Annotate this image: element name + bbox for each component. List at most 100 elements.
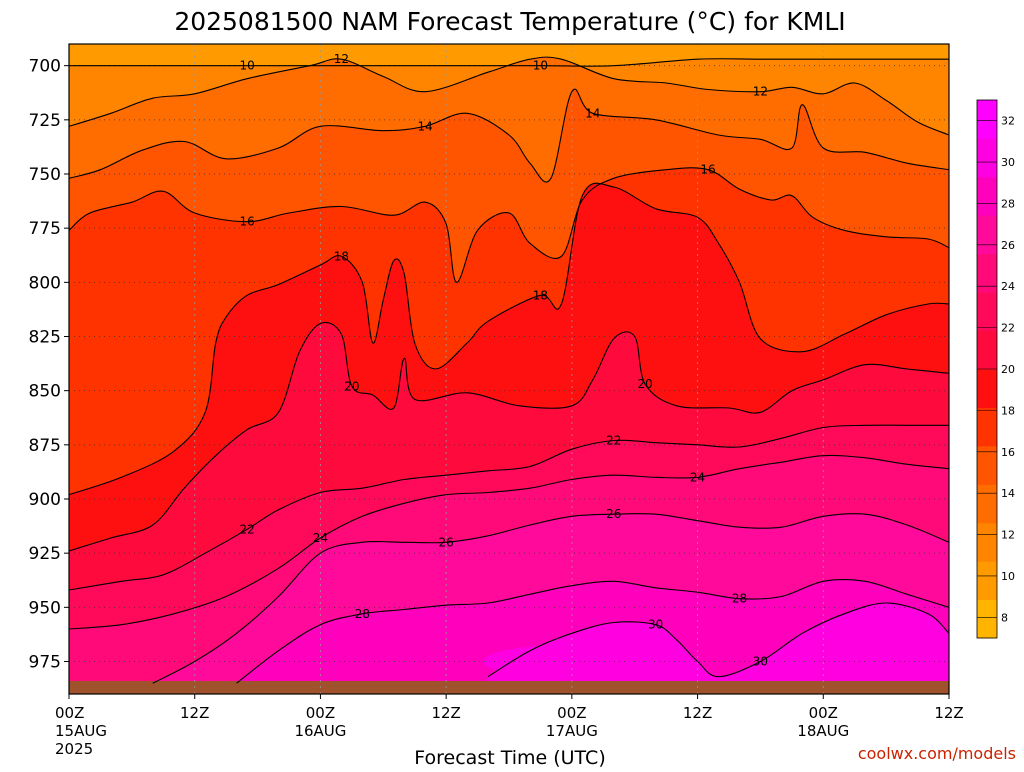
- xtick-year-0: 2025: [55, 740, 93, 758]
- ytick-label-850: 850: [29, 382, 61, 402]
- isotherm-label-20-1: 20: [638, 377, 653, 391]
- ytick-label-900: 900: [29, 490, 61, 510]
- colorbar-swatch-0: [977, 599, 997, 639]
- xtick-date-48: 17AUG: [546, 722, 598, 740]
- credit-text: coolwx.com/models: [858, 744, 1016, 763]
- ytick-label-750: 750: [29, 165, 61, 185]
- isotherm-label-26-0: 26: [439, 535, 454, 549]
- colorbar-label-10: 10: [1001, 570, 1015, 583]
- warm-core-regions: [483, 637, 939, 678]
- isotherm-label-10-0: 10: [239, 59, 254, 73]
- isotherm-12: [69, 56, 949, 136]
- isotherm-label-12-1: 12: [753, 85, 768, 99]
- chart-title: 2025081500 NAM Forecast Temperature (°C)…: [174, 7, 845, 36]
- isotherm-10: [69, 58, 949, 67]
- axes: 70072575077580082585087590092595097500Z1…: [29, 43, 964, 758]
- warm-core-1: [813, 637, 939, 665]
- colorbar-swatch-4: [977, 445, 997, 485]
- isotherm-22: [69, 424, 949, 591]
- colorbar-swatch-13: [977, 100, 997, 139]
- isotherm-contours: [69, 56, 949, 684]
- colorbar-label-32: 32: [1001, 115, 1015, 128]
- isotherm-label-22-0: 22: [239, 522, 254, 536]
- colorbar-label-26: 26: [1001, 239, 1015, 252]
- isotherm-18: [69, 182, 949, 496]
- isotherm-20: [69, 321, 949, 552]
- isotherm-label-22-1: 22: [606, 434, 621, 448]
- temperature-fill-bands: [69, 57, 949, 694]
- isotherm-16: [69, 167, 949, 283]
- isotherm-14: [69, 88, 949, 183]
- ytick-label-925: 925: [29, 544, 61, 564]
- colorbar-label-20: 20: [1001, 363, 1015, 376]
- xtick-label-60: 12Z: [683, 704, 712, 722]
- xtick-label-24: 00Z: [306, 704, 335, 722]
- colorbar-label-8: 8: [1001, 611, 1008, 624]
- xtick-date-24: 16AUG: [294, 722, 346, 740]
- isotherm-label-26-1: 26: [606, 507, 621, 521]
- colorbar-swatch-9: [977, 253, 997, 293]
- ytick-label-825: 825: [29, 328, 61, 348]
- colorbar-swatch-6: [977, 369, 997, 408]
- isotherm-24: [69, 454, 949, 630]
- isotherm-label-18-0: 18: [334, 249, 349, 263]
- ytick-label-725: 725: [29, 111, 61, 131]
- xtick-date-72: 18AUG: [797, 722, 849, 740]
- isotherm-label-28-0: 28: [355, 607, 370, 621]
- ytick-label-975: 975: [29, 653, 61, 673]
- colorbar-swatch-3: [977, 484, 997, 524]
- warm-core-0: [483, 645, 640, 678]
- isotherm-label-14-1: 14: [585, 106, 600, 120]
- xtick-label-48: 00Z: [557, 704, 586, 722]
- ytick-label-950: 950: [29, 598, 61, 618]
- grid-lines: [68, 44, 950, 694]
- ytick-label-700: 700: [29, 57, 61, 77]
- isotherm-label-24-0: 24: [313, 531, 328, 545]
- isotherm-label-30-1: 30: [753, 655, 768, 669]
- colorbar-swatch-2: [977, 522, 997, 562]
- isotherm-label-30-0: 30: [648, 618, 663, 632]
- colorbar: 8 10 12 14 16 18 20 22 24 26 28 30 32: [976, 99, 1015, 639]
- colorbar-label-24: 24: [1001, 280, 1015, 293]
- colorbar-label-30: 30: [1001, 156, 1015, 169]
- isotherm-26: [152, 513, 949, 684]
- xtick-label-84: 12Z: [934, 704, 963, 722]
- isotherm-label-10-1: 10: [533, 59, 548, 73]
- colorbar-label-12: 12: [1001, 529, 1015, 542]
- ytick-label-875: 875: [29, 436, 61, 456]
- colorbar-label-16: 16: [1001, 446, 1015, 459]
- colorbar-swatch-11: [977, 176, 997, 216]
- colorbar-swatch-8: [977, 292, 997, 332]
- colorbar-swatch-12: [977, 138, 997, 178]
- xtick-label-12: 12Z: [180, 704, 209, 722]
- xtick-label-0: 00Z: [55, 704, 84, 722]
- isotherm-label-24-1: 24: [690, 470, 705, 484]
- colorbar-swatch-1: [977, 561, 997, 601]
- xtick-date-0: 15AUG: [55, 722, 107, 740]
- isotherm-30: [487, 602, 949, 678]
- x-axis-label: Forecast Time (UTC): [414, 747, 605, 768]
- plot-frame: [68, 43, 950, 695]
- ytick-label-775: 775: [29, 219, 61, 239]
- isotherm-label-14-0: 14: [418, 119, 433, 133]
- colorbar-label-18: 18: [1001, 404, 1015, 417]
- plot-area: [69, 44, 949, 694]
- xtick-label-72: 00Z: [809, 704, 838, 722]
- colorbar-swatch-10: [977, 215, 997, 255]
- xtick-label-36: 12Z: [431, 704, 460, 722]
- ground-surface: [69, 681, 949, 694]
- isotherm-labels: 10 10 12 12 14 14 16 16 18 18 20 20 22 22 24 24 26 26 28 28…: [239, 52, 768, 668]
- isotherm-label-20-0: 20: [344, 379, 359, 393]
- colorbar-label-14: 14: [1001, 487, 1015, 500]
- colorbar-label-28: 28: [1001, 197, 1015, 210]
- colorbar-label-22: 22: [1001, 322, 1015, 335]
- colorbar-swatch-7: [977, 330, 997, 370]
- colorbar-swatch-5: [977, 407, 997, 447]
- isotherm-label-16-0: 16: [239, 215, 254, 229]
- isotherm-label-16-1: 16: [700, 163, 715, 177]
- ytick-label-800: 800: [29, 273, 61, 293]
- isotherm-label-18-1: 18: [533, 288, 548, 302]
- isotherm-label-28-1: 28: [732, 592, 747, 606]
